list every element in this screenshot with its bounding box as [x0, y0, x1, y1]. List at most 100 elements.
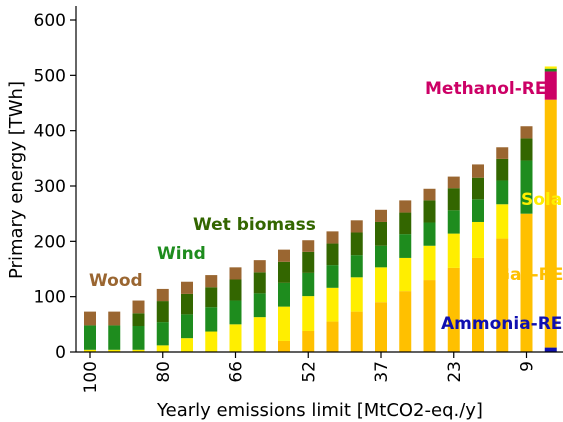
bar-segment-14-2: [423, 245, 436, 281]
bar-segment-17-1: [496, 238, 509, 352]
x-axis-title: Yearly emissions limit [MtCO2-eq./y]: [156, 400, 483, 421]
bar-segment-9-5: [302, 240, 315, 252]
x-tick-label: 9: [518, 361, 538, 372]
bar-segment-13-1: [399, 291, 412, 352]
bar-segment-11-5: [350, 220, 363, 233]
bar-segment-9-1: [302, 330, 315, 352]
bar-segment-1-5: [108, 311, 121, 326]
y-tick-label: 200: [34, 232, 66, 252]
bar-segment-7-3: [253, 293, 266, 318]
y-tick-label: 600: [34, 11, 66, 31]
bar-segment-12-3: [375, 245, 387, 268]
bar-segment-3-4: [156, 301, 169, 323]
y-tick-label: 400: [34, 122, 66, 142]
bar-segment-12-1: [375, 302, 387, 352]
bar-segment-15-3: [447, 210, 460, 234]
bar-segment-4-3: [181, 314, 193, 339]
annotations: Methanol-RE Sola Gas-RE Ammonia-RE Wet bioma…: [89, 79, 563, 334]
bar-segment-7-4: [253, 272, 266, 294]
bar-segment-17-3: [496, 180, 509, 205]
bar-segment-15-2: [447, 233, 460, 268]
bar-segment-10-2: [326, 287, 339, 322]
bar-segment-15-1: [447, 267, 460, 352]
bar-segment-10-5: [326, 231, 339, 244]
bars-layer: [84, 66, 557, 352]
annotation-ammonia-re: Ammonia-RE: [441, 314, 562, 334]
bar-segment-10-3: [326, 265, 339, 288]
bar-segment-5-5: [205, 275, 218, 288]
x-tick-label: 52: [299, 361, 319, 383]
bar-segment-19-7: [544, 68, 557, 72]
y-axis-title: Primary energy [TWh]: [6, 81, 27, 279]
annotation-sola: Sola: [521, 190, 562, 210]
bar-segment-15-5: [447, 176, 460, 189]
bar-segment-0-5: [84, 311, 96, 326]
x-tick-label: 100: [81, 361, 101, 393]
bar-segment-0-3: [84, 325, 96, 350]
bar-segment-12-4: [375, 221, 387, 246]
x-tick-label: 80: [154, 361, 174, 383]
bar-segment-14-3: [423, 222, 436, 246]
bar-segment-18-4: [520, 138, 533, 161]
bar-segment-5-3: [205, 307, 218, 332]
bar-segment-16-1: [472, 257, 484, 352]
bar-segment-11-4: [350, 232, 363, 256]
bar-segment-18-3: [520, 160, 533, 214]
bar-segment-4-2: [181, 338, 193, 352]
axes-layer: [75, 6, 563, 353]
bar-segment-2-3: [132, 325, 145, 350]
bar-segment-7-5: [253, 260, 266, 273]
bar-segment-8-4: [278, 261, 290, 283]
annotation-wet-biomass: Wet biomass: [193, 215, 316, 235]
bar-segment-6-3: [229, 300, 242, 325]
bar-segment-13-5: [399, 200, 412, 213]
bar-segment-16-4: [472, 177, 484, 200]
bar-segment-9-3: [302, 272, 315, 297]
bar-segment-14-1: [423, 280, 436, 352]
bar-segment-18-5: [520, 126, 533, 139]
x-ticks: 100 80 66 52 37 23 9: [81, 352, 538, 393]
bar-segment-2-5: [132, 300, 145, 314]
bar-segment-7-2: [253, 317, 266, 352]
bar-segment-12-2: [375, 267, 387, 303]
bar-segment-6-2: [229, 324, 242, 352]
bar-segment-8-3: [278, 282, 290, 307]
bar-segment-15-4: [447, 188, 460, 211]
x-tick-label: 37: [372, 361, 392, 383]
bar-segment-14-5: [423, 188, 436, 201]
bar-segment-2-2: [132, 349, 145, 352]
y-tick-label: 0: [55, 343, 66, 363]
bar-segment-16-2: [472, 221, 484, 258]
x-tick-label: 66: [227, 361, 247, 383]
bar-segment-4-5: [181, 281, 193, 294]
bar-segment-14-4: [423, 200, 436, 223]
bar-segment-5-4: [205, 287, 218, 308]
bar-segment-3-3: [156, 322, 169, 346]
bar-segment-4-4: [181, 293, 193, 315]
bar-segment-11-1: [350, 311, 363, 352]
bar-segment-6-4: [229, 279, 242, 301]
y-tick-label: 300: [34, 177, 66, 197]
bar-segment-12-5: [375, 209, 387, 222]
bar-segment-8-2: [278, 306, 290, 341]
bar-segment-10-1: [326, 321, 339, 352]
bar-segment-8-1: [278, 340, 290, 352]
bar-segment-9-4: [302, 251, 315, 273]
annotation-wood: Wood: [89, 271, 143, 291]
bar-segment-3-5: [156, 288, 169, 302]
bar-segment-5-2: [205, 331, 218, 352]
annotation-gas-re: Gas-RE: [496, 265, 563, 285]
bar-segment-2-4: [132, 313, 145, 326]
bar-segment-18-1: [520, 213, 533, 352]
x-tick-label: 23: [445, 361, 465, 383]
bar-segment-19-6: [544, 71, 557, 100]
annotation-wind: Wind: [157, 244, 206, 264]
annotation-methanol-re: Methanol-RE: [425, 79, 547, 99]
bar-segment-1-2: [108, 349, 121, 352]
bar-segment-1-3: [108, 325, 121, 350]
y-tick-label: 100: [34, 288, 66, 308]
bar-segment-3-2: [156, 345, 169, 352]
bar-segment-11-3: [350, 255, 363, 278]
bar-segment-19-8: [544, 66, 557, 69]
